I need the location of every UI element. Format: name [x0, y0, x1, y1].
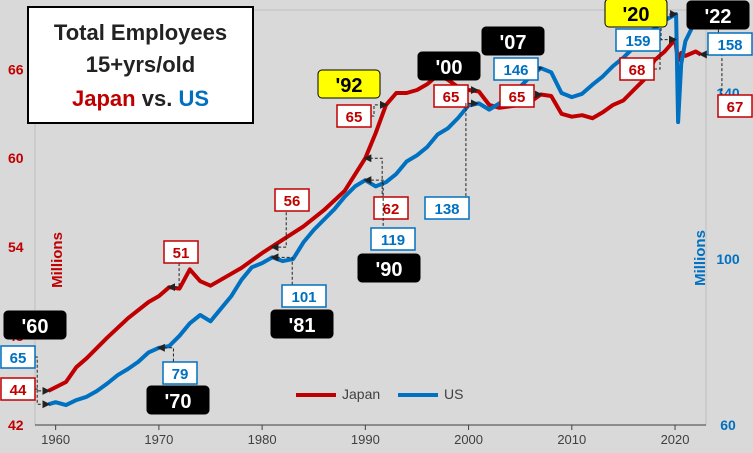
value-label-connector — [35, 356, 51, 409]
value-label-us: 65 — [10, 350, 27, 367]
year-callout-label: '70 — [164, 391, 191, 413]
value-label-japan: 51 — [173, 245, 190, 262]
chart-legend: Japan US — [296, 386, 478, 402]
value-label-box — [707, 32, 753, 56]
year-callout-label: '92 — [335, 75, 362, 97]
value-label-box — [0, 345, 36, 369]
value-label-connector — [167, 251, 198, 292]
x-tick-label: 2000 — [454, 432, 483, 447]
right-tick-label: 100 — [716, 251, 740, 267]
value-label-box — [615, 28, 661, 52]
value-label-japan: 65 — [443, 89, 460, 106]
legend-swatch-japan — [296, 393, 336, 398]
title-line-3: Japan vs. US — [29, 86, 252, 112]
value-label-box — [281, 284, 327, 308]
year-callout-box — [686, 0, 750, 30]
value-label-box — [433, 84, 469, 108]
value-label-connector — [654, 35, 678, 70]
value-label-japan: 68 — [629, 62, 646, 79]
year-callout-label: '22 — [704, 6, 731, 28]
year-callout-box — [270, 309, 334, 339]
value-label-japan: 62 — [383, 201, 400, 218]
year-callout-label: '20 — [622, 4, 649, 26]
year-callout-label: '60 — [21, 316, 48, 338]
value-label-box — [370, 227, 416, 251]
left-tick-label: 42 — [8, 417, 24, 433]
year-callout-box — [604, 0, 668, 28]
value-label-us: 146 — [503, 62, 528, 79]
title-vs: vs. — [141, 86, 173, 111]
value-label-us: 101 — [291, 289, 316, 306]
title-us: US — [178, 86, 209, 111]
value-label-us: 138 — [434, 201, 459, 218]
x-tick-label: 2010 — [557, 432, 586, 447]
left-axis-label: Millions — [49, 232, 66, 288]
year-callout-box — [146, 385, 210, 415]
year-callout-label: '81 — [288, 315, 315, 337]
left-tick-label: 54 — [8, 239, 24, 255]
legend-item-japan: Japan — [296, 386, 380, 402]
value-label-japan: 44 — [10, 382, 27, 399]
value-label-box — [717, 94, 753, 118]
left-tick-label: 66 — [8, 61, 24, 77]
value-label-box — [619, 57, 655, 81]
value-label-us: 158 — [717, 37, 742, 54]
value-label-box — [0, 377, 36, 401]
value-label-box — [373, 196, 409, 220]
year-callout-label: '90 — [375, 259, 402, 281]
year-callout-box — [417, 51, 481, 81]
x-tick-label: 1990 — [351, 432, 380, 447]
x-tick-label: 1970 — [144, 432, 173, 447]
chart-title: Total Employees 15+yrs/old Japan vs. US — [27, 6, 254, 124]
value-label-box — [336, 104, 372, 128]
title-japan: Japan — [72, 86, 136, 111]
legend-label-us: US — [444, 386, 464, 402]
right-tick-label: 60 — [720, 417, 736, 433]
value-label-japan: 67 — [727, 99, 744, 116]
value-label-japan: 65 — [346, 109, 363, 126]
value-label-us: 119 — [381, 232, 405, 249]
title-line-2: 15+yrs/old — [85, 52, 196, 77]
right-axis-label: Millions — [692, 230, 709, 286]
year-callout-box — [357, 253, 421, 283]
value-label-box — [162, 361, 198, 385]
value-label-us: 79 — [172, 366, 189, 383]
legend-swatch-us — [398, 393, 439, 398]
value-label-box — [274, 188, 310, 212]
value-label-connector — [465, 99, 479, 209]
value-label-connector — [35, 386, 51, 395]
value-label-box — [499, 84, 535, 108]
x-tick-label: 1960 — [41, 432, 70, 447]
value-label-box — [424, 196, 470, 220]
value-label-box — [163, 240, 199, 264]
value-label-us: 159 — [625, 33, 650, 50]
legend-label-japan: Japan — [342, 386, 381, 402]
legend-item-us: US — [398, 386, 464, 402]
value-label-japan: 65 — [509, 89, 526, 106]
value-label-japan: 56 — [284, 193, 301, 210]
title-line-1: Total Employees — [53, 20, 228, 45]
left-tick-label: 60 — [8, 150, 24, 166]
year-callout-box — [3, 310, 67, 340]
year-callout-label: '07 — [499, 32, 526, 54]
year-callout-box — [481, 26, 545, 56]
value-label-connector — [371, 100, 388, 117]
value-label-box — [493, 57, 539, 81]
year-callout-box — [317, 69, 381, 99]
x-tick-label: 1980 — [248, 432, 277, 447]
x-tick-label: 2020 — [661, 432, 690, 447]
year-callout-label: '00 — [435, 57, 462, 79]
